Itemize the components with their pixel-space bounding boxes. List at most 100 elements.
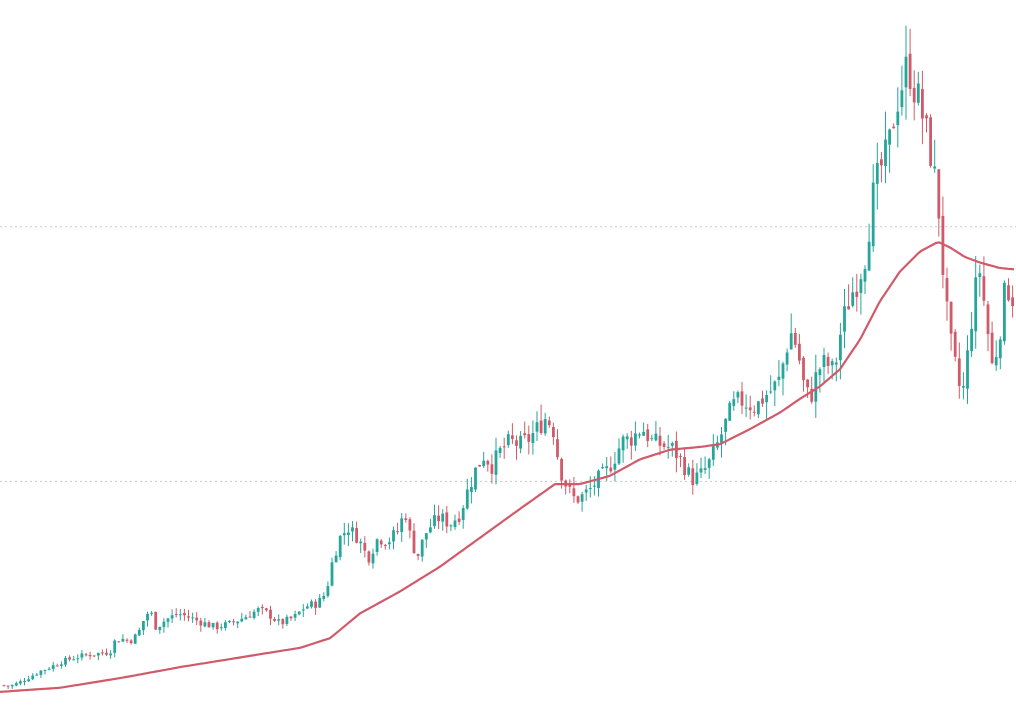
candle: [408, 517, 412, 539]
candle-body: [31, 675, 35, 680]
candle-body: [359, 541, 363, 544]
candle: [273, 616, 276, 622]
candle-body: [748, 407, 752, 411]
candle: [55, 663, 59, 667]
candle: [72, 655, 76, 661]
candle-body: [142, 620, 145, 631]
candle-body: [215, 622, 219, 630]
candle-body: [757, 401, 760, 415]
candle-body: [363, 542, 367, 551]
candle: [925, 113, 928, 133]
candle: [871, 164, 875, 252]
candle-body: [490, 464, 494, 474]
candle-body: [125, 639, 129, 641]
candle: [716, 435, 719, 451]
candle: [383, 544, 387, 550]
candle-body: [834, 362, 838, 365]
candle-body: [990, 332, 994, 364]
candle: [974, 256, 978, 349]
candle-body: [638, 434, 641, 436]
candle-body: [851, 292, 855, 306]
candle: [892, 123, 896, 129]
candle-body: [617, 448, 621, 464]
candle: [113, 639, 117, 658]
candle: [781, 361, 785, 396]
candle-body: [818, 369, 822, 376]
candle: [449, 524, 453, 532]
candle-body: [769, 391, 773, 393]
candle-body: [925, 115, 928, 119]
candle-body: [219, 627, 223, 629]
candle-body: [342, 533, 346, 536]
candle-body: [740, 391, 744, 406]
candle: [166, 617, 170, 628]
candle: [904, 25, 908, 120]
candle: [1003, 280, 1006, 345]
candle-body: [937, 169, 941, 219]
candle-body: [19, 681, 22, 684]
candle: [318, 594, 322, 608]
candle-body: [765, 395, 768, 403]
candle-body: [670, 443, 674, 446]
candle-body: [650, 438, 654, 440]
candle: [728, 400, 732, 421]
candle-body: [642, 431, 645, 436]
candle-body: [654, 433, 658, 441]
candle-body: [732, 399, 736, 406]
candle-body: [970, 328, 973, 352]
candle-body: [798, 343, 801, 361]
candle-body: [437, 515, 440, 522]
candle-body: [121, 638, 125, 642]
candle: [178, 608, 182, 621]
candle: [43, 669, 47, 675]
candle-body: [330, 562, 334, 586]
candle-body: [523, 433, 527, 436]
candle-body: [265, 608, 268, 611]
candle-body: [482, 460, 486, 467]
candle: [949, 301, 953, 351]
candle: [990, 321, 994, 365]
candle-body: [687, 467, 691, 475]
candle-body: [14, 683, 18, 686]
candle-body: [433, 515, 436, 527]
candle: [1007, 278, 1010, 302]
candle: [84, 652, 88, 657]
candle-body: [679, 455, 682, 457]
candle: [301, 604, 305, 617]
candle: [629, 430, 633, 460]
candle-body: [945, 278, 949, 302]
candle: [580, 491, 584, 512]
candle-body: [306, 606, 309, 609]
candle: [970, 311, 973, 358]
candle-body: [777, 376, 781, 380]
candle-body: [371, 553, 375, 564]
candle-body: [576, 496, 580, 503]
candle-body: [863, 269, 867, 282]
candle: [39, 670, 43, 678]
candle-body: [174, 614, 178, 616]
candle: [260, 604, 264, 615]
candle-body: [933, 166, 937, 169]
candle-body: [105, 652, 108, 655]
candle-body: [76, 658, 80, 660]
candle: [236, 621, 240, 629]
candle-body: [457, 518, 461, 522]
candle: [765, 390, 768, 420]
candle: [556, 429, 559, 460]
candle-body: [269, 609, 272, 619]
candle: [929, 114, 932, 168]
candle: [137, 627, 141, 636]
candle-body: [281, 619, 285, 625]
candle-body: [252, 611, 256, 618]
candle: [338, 534, 342, 561]
candle-body: [486, 460, 490, 465]
candle: [994, 340, 998, 371]
candle-body: [318, 597, 322, 608]
candle: [23, 677, 26, 686]
candle: [662, 440, 666, 450]
candle: [256, 606, 260, 617]
candle-body: [420, 539, 424, 557]
candle-body: [527, 434, 531, 442]
candle-body: [154, 611, 158, 630]
candle-body: [806, 379, 809, 388]
